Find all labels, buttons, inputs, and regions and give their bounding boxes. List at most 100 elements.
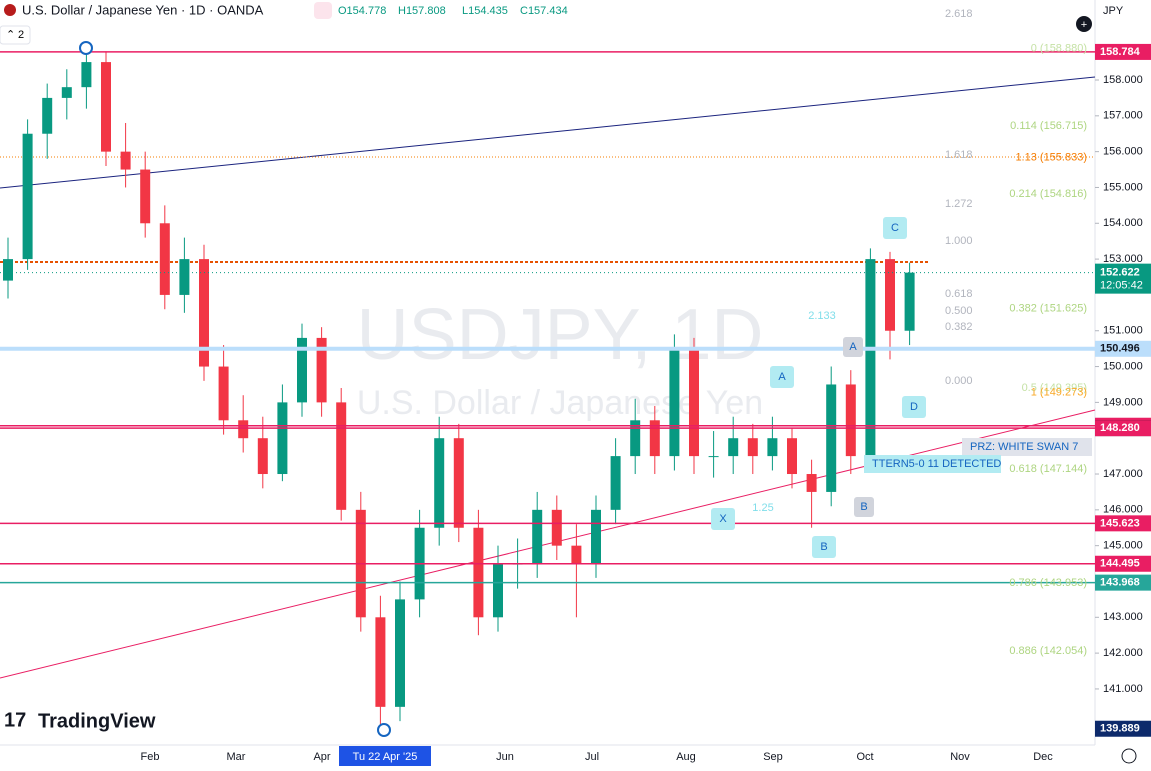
time-label: Jun xyxy=(496,751,514,763)
price-tick-label: 143.000 xyxy=(1103,611,1143,623)
candle-body xyxy=(3,259,13,281)
pattern-label: C xyxy=(891,222,899,234)
price-level-tag xyxy=(1095,43,1151,60)
indicator-count: 2 xyxy=(18,29,24,41)
pattern-label: X xyxy=(719,513,727,525)
fib-label: 0.114 (156.715) xyxy=(1010,120,1087,132)
price-tick-label: 149.000 xyxy=(1103,396,1143,408)
candle-body xyxy=(885,259,895,331)
price-tick-label: 145.000 xyxy=(1103,540,1143,552)
indicator-toggle[interactable] xyxy=(0,25,31,45)
time-cursor: Tu 22 Apr '25 xyxy=(353,751,418,763)
fib-label: 0.5 (149.395) xyxy=(1022,382,1087,394)
price-tick-label: 153.000 xyxy=(1103,253,1143,265)
watermark: USDJPY, 1D xyxy=(357,295,764,375)
candle-body xyxy=(81,62,92,88)
pattern-label: A xyxy=(849,341,857,353)
candle-body xyxy=(336,402,347,510)
price-level-tag xyxy=(1095,555,1151,572)
price-tick-label: 157.000 xyxy=(1103,110,1143,122)
fib-label: 1 (149.273) xyxy=(1031,387,1087,399)
candle-body xyxy=(669,348,680,457)
candle-body xyxy=(277,402,288,475)
time-label: Apr xyxy=(313,751,330,763)
toggle-arrow: ⌃ xyxy=(6,29,15,41)
pattern-label: B xyxy=(860,501,867,513)
pattern-point xyxy=(843,337,863,357)
ohlc-close: C157.434 xyxy=(520,5,568,17)
pattern-point xyxy=(711,508,735,530)
candle-body xyxy=(865,259,876,457)
candle-body xyxy=(179,259,190,295)
candle-body xyxy=(728,438,739,457)
candle-body xyxy=(395,599,405,707)
add-button[interactable] xyxy=(1076,16,1092,32)
candle-body xyxy=(22,133,33,260)
pattern-label: 2.133 xyxy=(808,310,836,322)
pattern-box xyxy=(864,455,1001,473)
currency[interactable]: JPY xyxy=(1103,5,1124,17)
add-icon: + xyxy=(1081,19,1087,31)
price-level-label: 139.889 xyxy=(1100,723,1140,735)
candle-body xyxy=(199,259,209,367)
time-label: Feb xyxy=(141,751,160,763)
symbol-title: U.S. Dollar / Japanese Yen · 1D · OANDA xyxy=(22,2,264,17)
price-tick-label: 150.000 xyxy=(1103,360,1143,372)
candle-body xyxy=(767,438,778,457)
fib-label: 1.13 (155.833) xyxy=(1015,152,1087,164)
time-label: Nov xyxy=(950,751,970,763)
price-level-tag xyxy=(1095,574,1151,591)
price-level-label: 158.784 xyxy=(1100,46,1141,58)
candle-body xyxy=(238,420,249,439)
candle-body xyxy=(493,563,503,618)
price-level-label: 145.623 xyxy=(1100,517,1140,529)
ratio-label: 0.382 xyxy=(945,321,973,333)
alert-icon[interactable] xyxy=(314,2,332,19)
ohlc-low: L154.435 xyxy=(462,5,508,17)
price-level-label: 148.280 xyxy=(1100,422,1140,434)
pattern-point xyxy=(883,217,907,239)
price-level-tag xyxy=(1095,720,1151,737)
pivot-marker xyxy=(79,41,93,55)
time-label: Mar xyxy=(227,751,246,763)
candle-body xyxy=(140,169,151,224)
ohlc-high: H157.808 xyxy=(398,5,446,17)
fib-label: 0.214 (154.816) xyxy=(1009,188,1087,200)
pattern-label: PRZ: WHITE SWAN 7 xyxy=(970,441,1078,453)
fib-label: 0.786 (143.953) xyxy=(1009,577,1087,589)
candle-body xyxy=(630,420,641,457)
pattern-point xyxy=(854,497,874,517)
price-tick-label: 146.000 xyxy=(1103,504,1143,516)
logo: TradingView xyxy=(38,710,156,732)
candle-body xyxy=(787,438,797,475)
candle-body xyxy=(375,617,386,707)
candle-body xyxy=(61,87,72,98)
settings-icon[interactable] xyxy=(1121,748,1137,764)
candle-body xyxy=(845,384,856,457)
candle-body xyxy=(708,456,719,458)
candle-body xyxy=(159,223,170,295)
ratio-label: 2.618 xyxy=(945,8,973,20)
price-axis xyxy=(1095,0,1151,766)
price-tick-label: 158.000 xyxy=(1103,74,1143,86)
pattern-label: D xyxy=(910,401,918,413)
pattern-label: B xyxy=(820,541,827,553)
ratio-label: 1.000 xyxy=(945,235,973,247)
candle-body xyxy=(101,62,111,152)
fib-label: 0.886 (142.054) xyxy=(1009,645,1087,657)
time-label: Oct xyxy=(856,751,873,763)
candle-body xyxy=(434,438,445,528)
price-tick-label: 156.000 xyxy=(1103,146,1143,158)
pattern-point xyxy=(770,366,794,388)
candle-body xyxy=(747,438,758,457)
price-tick-label: 151.000 xyxy=(1103,325,1143,337)
candle-body xyxy=(473,527,484,618)
price-tick-label: 147.000 xyxy=(1103,468,1143,480)
price-level-label: 144.495 xyxy=(1100,558,1140,570)
ratio-label: 0.618 xyxy=(945,288,973,300)
candle-body xyxy=(532,509,543,564)
candle-body xyxy=(316,337,327,403)
price-level-tag xyxy=(1095,515,1151,532)
pattern-label: A xyxy=(778,371,786,383)
